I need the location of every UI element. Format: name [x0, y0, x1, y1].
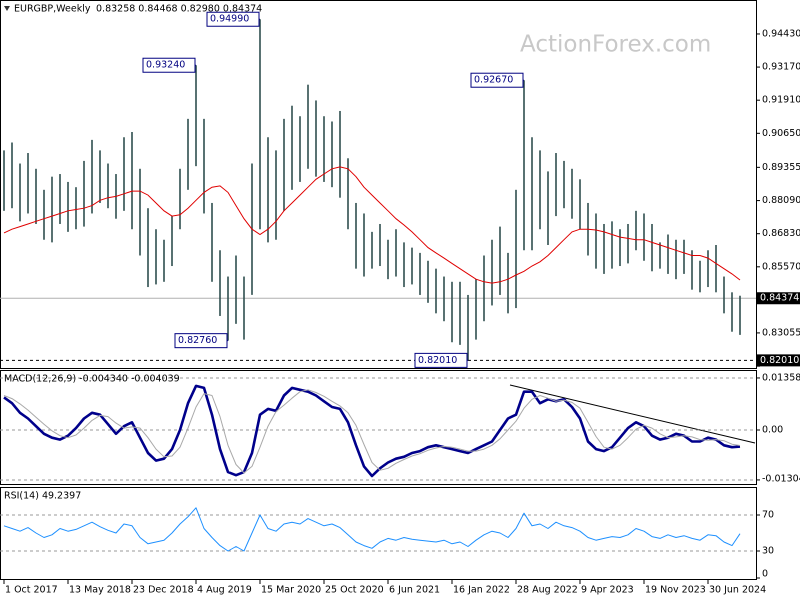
quote: 0.83258 0.84468 0.82980 0.84374: [96, 4, 262, 15]
x-tick-label: 6 Jun 2021: [389, 585, 440, 596]
annotation-box: [414, 352, 468, 368]
annotation-box: [206, 11, 260, 27]
x-tick-label: 19 Nov 2023: [645, 585, 706, 596]
axis-price-box: [757, 354, 800, 367]
x-tick-label: 9 Apr 2023: [581, 585, 634, 596]
x-tick-label: 25 Oct 2020: [325, 585, 384, 596]
moving-average: [3, 166, 741, 284]
x-tick-label: 4 Aug 2019: [197, 585, 252, 596]
x-tick-label: 16 Jan 2022: [453, 585, 510, 596]
x-tick-label: 23 Dec 2018: [133, 585, 194, 596]
trend-line: [509, 384, 756, 444]
axis-price-label: 0.82010: [760, 355, 799, 366]
y-tick-label: 0.85570: [762, 261, 800, 272]
x-tick-label: 1 Oct 2017: [5, 585, 58, 596]
panel-title: RSI(14) 49.2397: [4, 491, 81, 502]
x-tick-label: 30 Jun 2024: [709, 585, 766, 596]
y-tick-label: 0.86830: [762, 228, 800, 239]
x-tick-label: 28 Aug 2022: [517, 585, 578, 596]
panel-frame: [0, 0, 757, 369]
annotation-label: 0.93240: [146, 60, 185, 71]
y-tick-label: 0.93170: [762, 62, 800, 73]
y-tick-label: 0.89355: [762, 162, 800, 173]
y-tick-label: 0.94430: [762, 28, 800, 39]
annotation-label: 0.92670: [474, 75, 513, 86]
last-price-label: 0.84374: [760, 293, 799, 304]
y-tick-label: 0.91910: [762, 95, 800, 106]
y-tick-label: 30: [762, 546, 774, 557]
collapse-icon: [4, 6, 10, 11]
panel-frame: [0, 370, 757, 485]
y-tick-label: 70: [762, 510, 774, 521]
x-tick-label: 15 Mar 2020: [261, 585, 321, 596]
y-tick-label: 0.88090: [762, 195, 800, 206]
annotation-label: 0.94990: [210, 14, 249, 25]
chart-title: EURGBP,Weekly: [14, 4, 91, 15]
annotation-label: 0.82010: [418, 355, 457, 366]
watermark: ActionForex.com: [520, 32, 711, 58]
panel-title: MACD(12,26,9) -0.004340 -0.004039: [4, 374, 180, 385]
x-tick-label: 13 May 2018: [69, 585, 131, 596]
indicator-line: [3, 384, 741, 478]
annotation-label: 0.82760: [178, 335, 217, 346]
annotation-box: [142, 57, 196, 73]
indicator-line: [3, 389, 741, 474]
annotation-box: [470, 72, 524, 88]
annotation-box: [174, 333, 228, 349]
y-tick-label: 0: [762, 569, 768, 580]
panel-frame: [0, 487, 757, 580]
y-tick-label: 0.90650: [762, 128, 800, 139]
indicator-line: [3, 507, 741, 552]
y-tick-label: 0.00: [762, 424, 783, 435]
y-tick-label: 0.83055: [762, 327, 800, 338]
y-tick-label: 0.013583: [762, 372, 800, 383]
y-tick-label: -0.01304: [762, 474, 800, 485]
last-price-box: [757, 292, 800, 305]
